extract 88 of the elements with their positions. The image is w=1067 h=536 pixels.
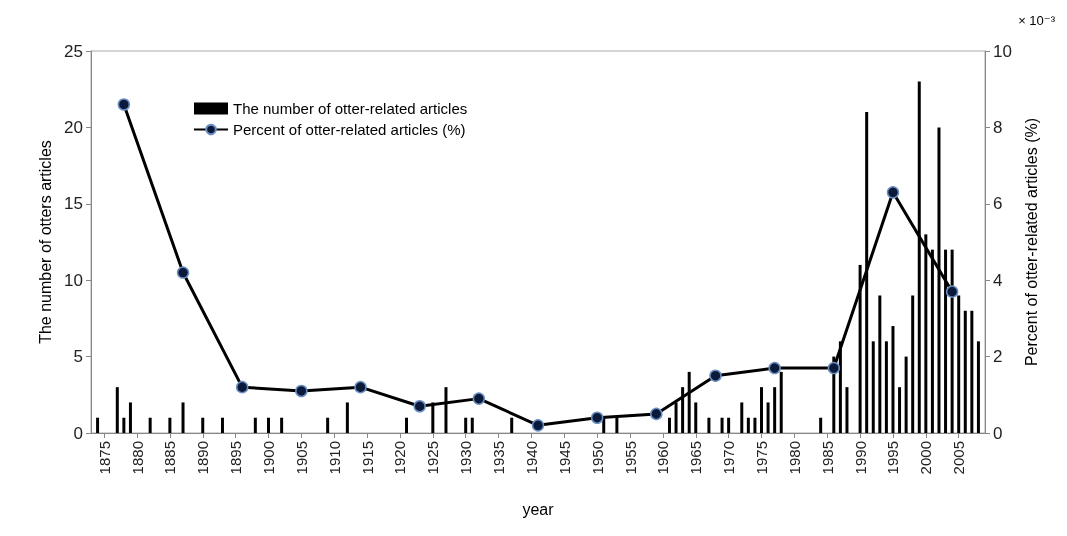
bar [766,402,770,433]
bar [819,417,823,433]
legend-label: Percent of otter-related articles (%) [233,121,466,138]
bar [694,402,698,433]
x-tick-label: 1935 [490,441,508,475]
bar [220,417,224,433]
bar [470,417,474,433]
bar [871,341,875,433]
bar [464,417,468,433]
bar [128,402,132,433]
bar [884,341,888,433]
bar [266,417,270,433]
bar [760,387,763,433]
x-tick-label: 1970 [720,441,738,475]
bar [753,417,757,433]
bar [405,417,409,433]
bar [891,326,895,433]
bar [253,417,257,433]
y2-tick-label: 4 [993,270,1003,290]
bar [898,387,902,433]
bar [746,417,750,433]
bar [148,417,152,433]
x-tick-label: 2005 [950,441,968,475]
bar [963,310,967,433]
bar [727,417,731,433]
y2-tick-label: 8 [993,117,1003,137]
x-tick-label: 1950 [588,441,606,475]
x-tick-label: 1880 [128,441,146,475]
y-tick-label: 0 [73,423,83,443]
x-tick-label: 1965 [687,441,705,475]
bar [707,417,711,433]
y2-tick-label: 10 [993,41,1012,61]
y-tick-label: 10 [64,270,83,290]
x-tick-label: 1905 [292,441,310,475]
bar [168,417,172,433]
x-tick-label: 1900 [259,441,277,475]
y-tick-label: 20 [64,117,83,137]
bar [970,310,974,433]
y-tick-label: 15 [64,194,83,214]
bar [720,417,724,433]
bar [878,295,882,433]
x-tick-label: 1885 [161,441,179,475]
text: × 10⁻³ [1018,13,1056,28]
bar [96,417,100,433]
bar [122,417,126,433]
x-tick-label: 2000 [917,441,935,475]
x-tick-label: 1975 [753,441,770,475]
x-tick-label: 1940 [522,441,540,475]
bar [181,402,185,433]
y-tick-label: 25 [64,41,83,61]
x-axis-title: year [522,500,555,518]
bar [779,371,783,433]
x-tick-label: 1990 [851,441,869,475]
bar [115,387,119,433]
y2-tick-label: 0 [993,423,1003,443]
bar [280,417,284,433]
x-tick-label: 1920 [391,441,409,475]
bar [740,402,744,433]
x-tick-label: 1985 [818,441,836,475]
x-tick-label: 1910 [325,441,343,475]
bar [345,402,349,433]
y2-tick-label: 2 [993,347,1003,367]
bar [510,417,514,433]
y2-axis-title: Percent of otter-related articles (%) [1022,117,1040,367]
x-tick-label: 1875 [95,441,113,475]
bar [773,387,777,433]
bar [845,387,849,433]
x-tick-label: 1895 [227,441,245,475]
x-tick-label: 1930 [457,441,475,475]
legend-label: The number of otter-related articles [233,100,468,117]
bar [904,356,908,433]
y-tick-label: 5 [73,347,83,367]
x-tick-label: 1890 [194,441,212,475]
x-tick-label: 1960 [654,441,672,475]
x-tick-label: 1955 [621,441,639,475]
bar [326,417,330,433]
x-tick-label: 1980 [785,441,803,475]
x-tick-label: 1945 [555,441,573,475]
bar [201,417,205,433]
bar [976,341,980,433]
bar [911,295,915,433]
bar [667,417,671,433]
x-tick-label: 1925 [424,441,442,475]
y-axis-title: The number of otters articles [36,140,54,344]
x-tick-label: 1995 [884,441,902,475]
bar [957,295,961,433]
y2-tick-label: 6 [993,194,1003,214]
x-tick-label: 1915 [358,441,376,475]
